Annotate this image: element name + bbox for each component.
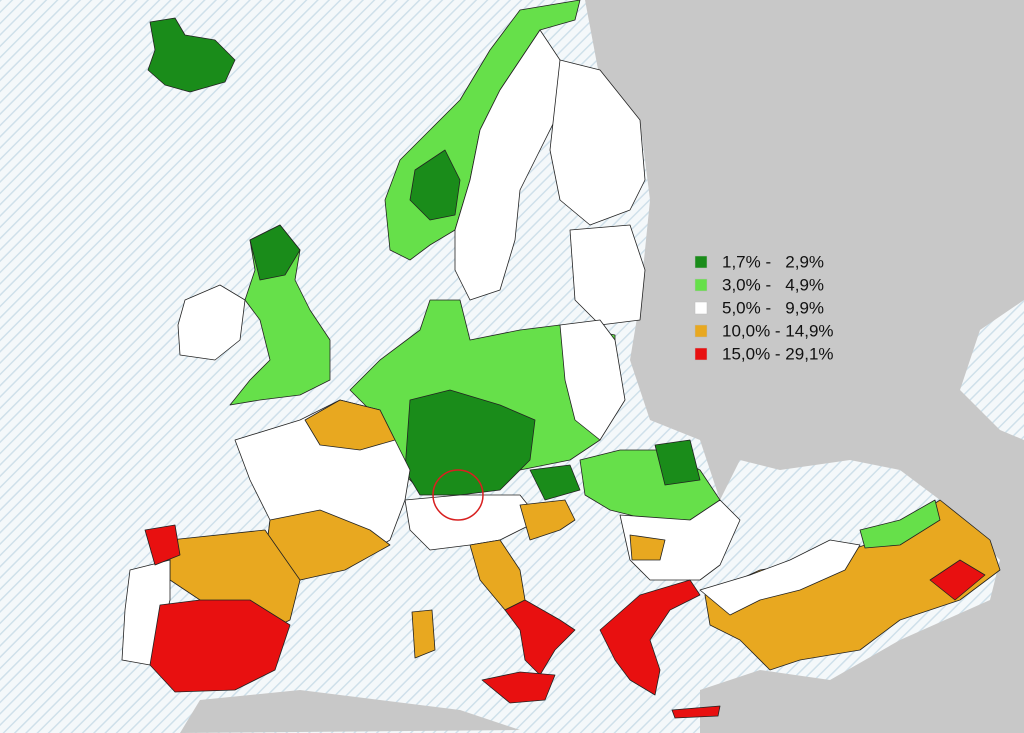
poland-east (559, 319, 626, 441)
legend-label: 10,0% - 14,9% (722, 321, 834, 340)
sardinia (411, 609, 436, 659)
romania-ne (654, 439, 701, 486)
norway-inland (409, 149, 461, 221)
croatia (519, 499, 576, 541)
central-core (404, 389, 536, 496)
legend-label: 1,7% - 2,9% (722, 252, 824, 271)
regions (121, 0, 1001, 719)
bulgaria-west (629, 534, 666, 561)
turkey-northwest (699, 539, 861, 616)
legend-swatch (694, 324, 708, 338)
hungary-west (529, 464, 581, 501)
legend-swatch (694, 278, 708, 292)
italy-south (504, 599, 576, 676)
turkey-north (859, 499, 941, 549)
highlight-circle (432, 469, 484, 521)
uk (229, 224, 331, 406)
legend-swatch (694, 255, 708, 269)
ireland (177, 284, 246, 361)
turkey-east (929, 559, 986, 601)
iceland (147, 17, 236, 93)
sweden (454, 29, 561, 301)
sicily (481, 671, 556, 704)
crete (671, 705, 721, 719)
greece (599, 579, 701, 696)
spain-south (149, 599, 291, 693)
legend-label: 3,0% - 4,9% (722, 275, 824, 294)
legend-swatch (694, 347, 708, 361)
finland (549, 59, 646, 226)
non-eu-land (180, 0, 1024, 733)
legend-label: 5,0% - 9,9% (722, 298, 824, 317)
baltics (569, 224, 646, 326)
legend: 1,7% - 2,9% 3,0% - 4,9% 5,0% - 9,9% 10,0% -… (694, 252, 834, 363)
legend-label: 15,0% - 29,1% (722, 344, 834, 363)
france-north (304, 399, 396, 451)
legend-swatch (694, 301, 708, 315)
galicia (144, 524, 181, 566)
scotland (249, 224, 301, 281)
